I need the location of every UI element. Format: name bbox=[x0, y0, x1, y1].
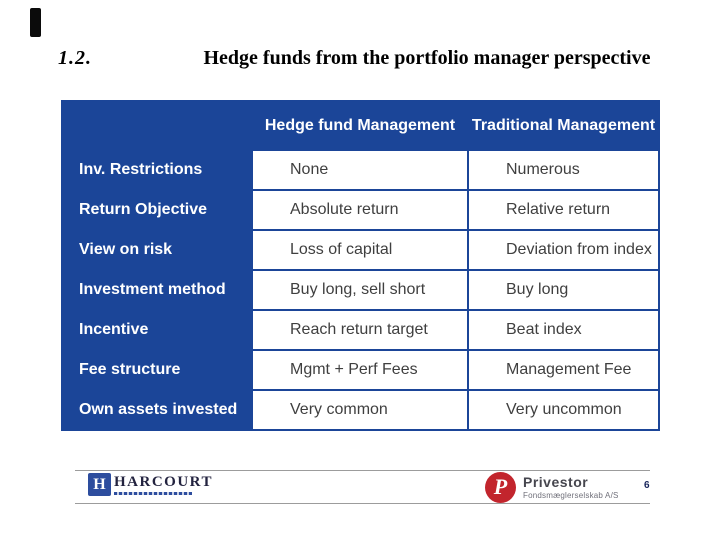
harcourt-logo: H HARCOURT bbox=[88, 473, 213, 496]
cell-traditional: Relative return bbox=[467, 189, 660, 231]
cell-hedge: Mgmt + Perf Fees bbox=[251, 349, 469, 391]
text-cursor-artifact bbox=[30, 8, 41, 37]
cell-hedge: Buy long, sell short bbox=[251, 269, 469, 311]
privestor-monogram-icon: P bbox=[485, 472, 516, 503]
footer-divider-top bbox=[75, 470, 650, 471]
privestor-wordmark: Privestor bbox=[523, 474, 589, 490]
privestor-subtitle: Fondsmæglerselskab A/S bbox=[523, 491, 619, 500]
privestor-logo: P Privestor Fondsmæglerselskab A/S bbox=[485, 472, 619, 503]
comparison-table: Hedge fund Management Traditional Manage… bbox=[61, 100, 660, 431]
column-header-hedge: Hedge fund Management bbox=[251, 100, 469, 151]
harcourt-tagline-bar bbox=[114, 492, 192, 495]
table-row: Inv. Restrictions None Numerous bbox=[61, 149, 660, 191]
table-row: View on risk Loss of capital Deviation f… bbox=[61, 229, 660, 271]
cell-traditional: Deviation from index bbox=[467, 229, 660, 271]
table-row: Fee structure Mgmt + Perf Fees Managemen… bbox=[61, 349, 660, 391]
section-number: 1.2. bbox=[58, 47, 92, 69]
table-corner-cell bbox=[61, 100, 253, 151]
cell-hedge: Reach return target bbox=[251, 309, 469, 351]
row-label: Incentive bbox=[61, 309, 253, 351]
row-label: Fee structure bbox=[61, 349, 253, 391]
cell-hedge: Loss of capital bbox=[251, 229, 469, 271]
cell-traditional: Beat index bbox=[467, 309, 660, 351]
cell-traditional: Management Fee bbox=[467, 349, 660, 391]
row-label: Return Objective bbox=[61, 189, 253, 231]
cell-hedge: None bbox=[251, 149, 469, 191]
row-label: Inv. Restrictions bbox=[61, 149, 253, 191]
table-row: Investment method Buy long, sell short B… bbox=[61, 269, 660, 311]
table-header-row: Hedge fund Management Traditional Manage… bbox=[61, 100, 660, 151]
table-row: Return Objective Absolute return Relativ… bbox=[61, 189, 660, 231]
row-label: Own assets invested bbox=[61, 389, 253, 431]
harcourt-monogram-icon: H bbox=[88, 473, 111, 496]
slide-title: Hedge funds from the portfolio manager p… bbox=[203, 47, 651, 69]
table-row: Own assets invested Very common Very unc… bbox=[61, 389, 660, 431]
row-label: View on risk bbox=[61, 229, 253, 271]
table-row: Incentive Reach return target Beat index bbox=[61, 309, 660, 351]
page-number: 6 bbox=[644, 480, 650, 491]
cell-hedge: Very common bbox=[251, 389, 469, 431]
footer-divider-bottom bbox=[75, 503, 650, 504]
cell-traditional: Very uncommon bbox=[467, 389, 660, 431]
cell-hedge: Absolute return bbox=[251, 189, 469, 231]
column-header-traditional: Traditional Management bbox=[467, 100, 660, 151]
cell-traditional: Numerous bbox=[467, 149, 660, 191]
cell-traditional: Buy long bbox=[467, 269, 660, 311]
row-label: Investment method bbox=[61, 269, 253, 311]
harcourt-wordmark: HARCOURT bbox=[114, 474, 213, 490]
